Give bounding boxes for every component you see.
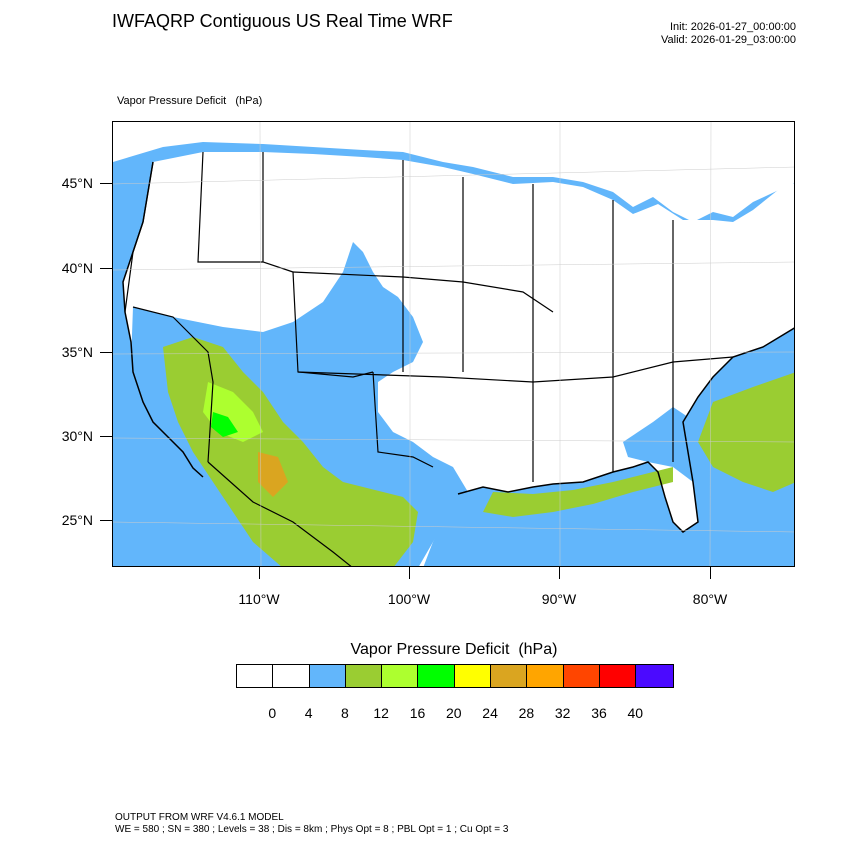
colorbar-swatch [309, 665, 346, 687]
colorbar-tick-label: 24 [482, 705, 498, 721]
colorbar-tick-label: 32 [554, 705, 571, 721]
map-panel [112, 121, 795, 567]
lat-tick [100, 352, 112, 353]
colorbar-tick-label: 4 [304, 705, 313, 721]
vpd-24-28-sonora [258, 452, 288, 497]
colorbar-tick-label: 36 [591, 705, 607, 721]
colorbar-tick-label: 28 [518, 705, 535, 721]
colorbar-tick-label: 40 [627, 705, 644, 721]
colorbar-swatch [382, 665, 419, 687]
colorbar-swatch [237, 665, 274, 687]
valid-time: Valid: 2026-01-29_03:00:00 [661, 34, 796, 46]
colorbar-swatch [527, 665, 564, 687]
colorbar-swatch [491, 665, 528, 687]
colorbar [236, 664, 674, 688]
colorbar-swatch [273, 665, 310, 687]
variable-label: Vapor Pressure Deficit (hPa) [117, 95, 262, 107]
colorbar-tick-label: 8 [340, 705, 349, 721]
colorbar-units: (hPa) [518, 641, 558, 658]
lat-label-30: 30°N [61, 428, 93, 444]
coastline [122, 161, 794, 533]
lon-label-90w: 90°W [541, 591, 577, 607]
variable-units: (hPa) [235, 95, 263, 107]
init-time: Init: 2026-01-27_00:00:00 [670, 21, 796, 33]
lat-tick [100, 268, 112, 269]
graticule [113, 122, 794, 566]
vpd-8-12-atlantic [698, 372, 794, 492]
vpd-8-12-gulf [483, 467, 673, 517]
lon-tick [409, 567, 410, 579]
colorbar-swatch [563, 665, 600, 687]
lat-tick [100, 436, 112, 437]
colorbar-tick-label: 12 [373, 705, 389, 721]
lat-tick [100, 183, 112, 184]
lat-label-35: 35°N [61, 344, 93, 360]
colorbar-tick-label: 16 [409, 705, 426, 721]
model-config: WE = 580 ; SN = 380 ; Levels = 38 ; Dis … [115, 824, 509, 835]
map-title: IWFAQRP Contiguous US Real Time WRF [112, 11, 453, 31]
map-canvas [113, 122, 794, 566]
colorbar-swatch [345, 665, 383, 687]
lon-tick [259, 567, 260, 579]
lat-label-45: 45°N [61, 175, 93, 191]
colorbar-swatch [454, 665, 492, 687]
colorbar-swatch [599, 665, 637, 687]
variable-name: Vapor Pressure Deficit [117, 95, 227, 107]
colorbar-variable: Vapor Pressure Deficit [350, 641, 510, 658]
colorbar-swatch [636, 665, 673, 687]
colorbar-swatch [418, 665, 455, 687]
lat-label-25: 25°N [61, 512, 93, 528]
model-info: OUTPUT FROM WRF V4.6.1 MODEL [115, 812, 284, 823]
colorbar-tick-label: 0 [268, 705, 277, 721]
colorbar-tick-label: 20 [446, 705, 462, 721]
colorbar-title: Vapor Pressure Deficit (hPa) [0, 641, 850, 659]
lat-label-40: 40°N [61, 260, 93, 276]
lon-label-110w: 110°W [238, 591, 280, 607]
state-boundaries [124, 151, 734, 566]
lon-label-100w: 100°W [387, 591, 431, 607]
lat-tick [100, 520, 112, 521]
lon-tick [710, 567, 711, 579]
lon-tick [559, 567, 560, 579]
canada-land [113, 122, 794, 222]
vpd-4-8-southeast [623, 407, 693, 482]
vpd-16-20-arizona [211, 412, 238, 437]
lon-label-80w: 80°W [692, 591, 728, 607]
